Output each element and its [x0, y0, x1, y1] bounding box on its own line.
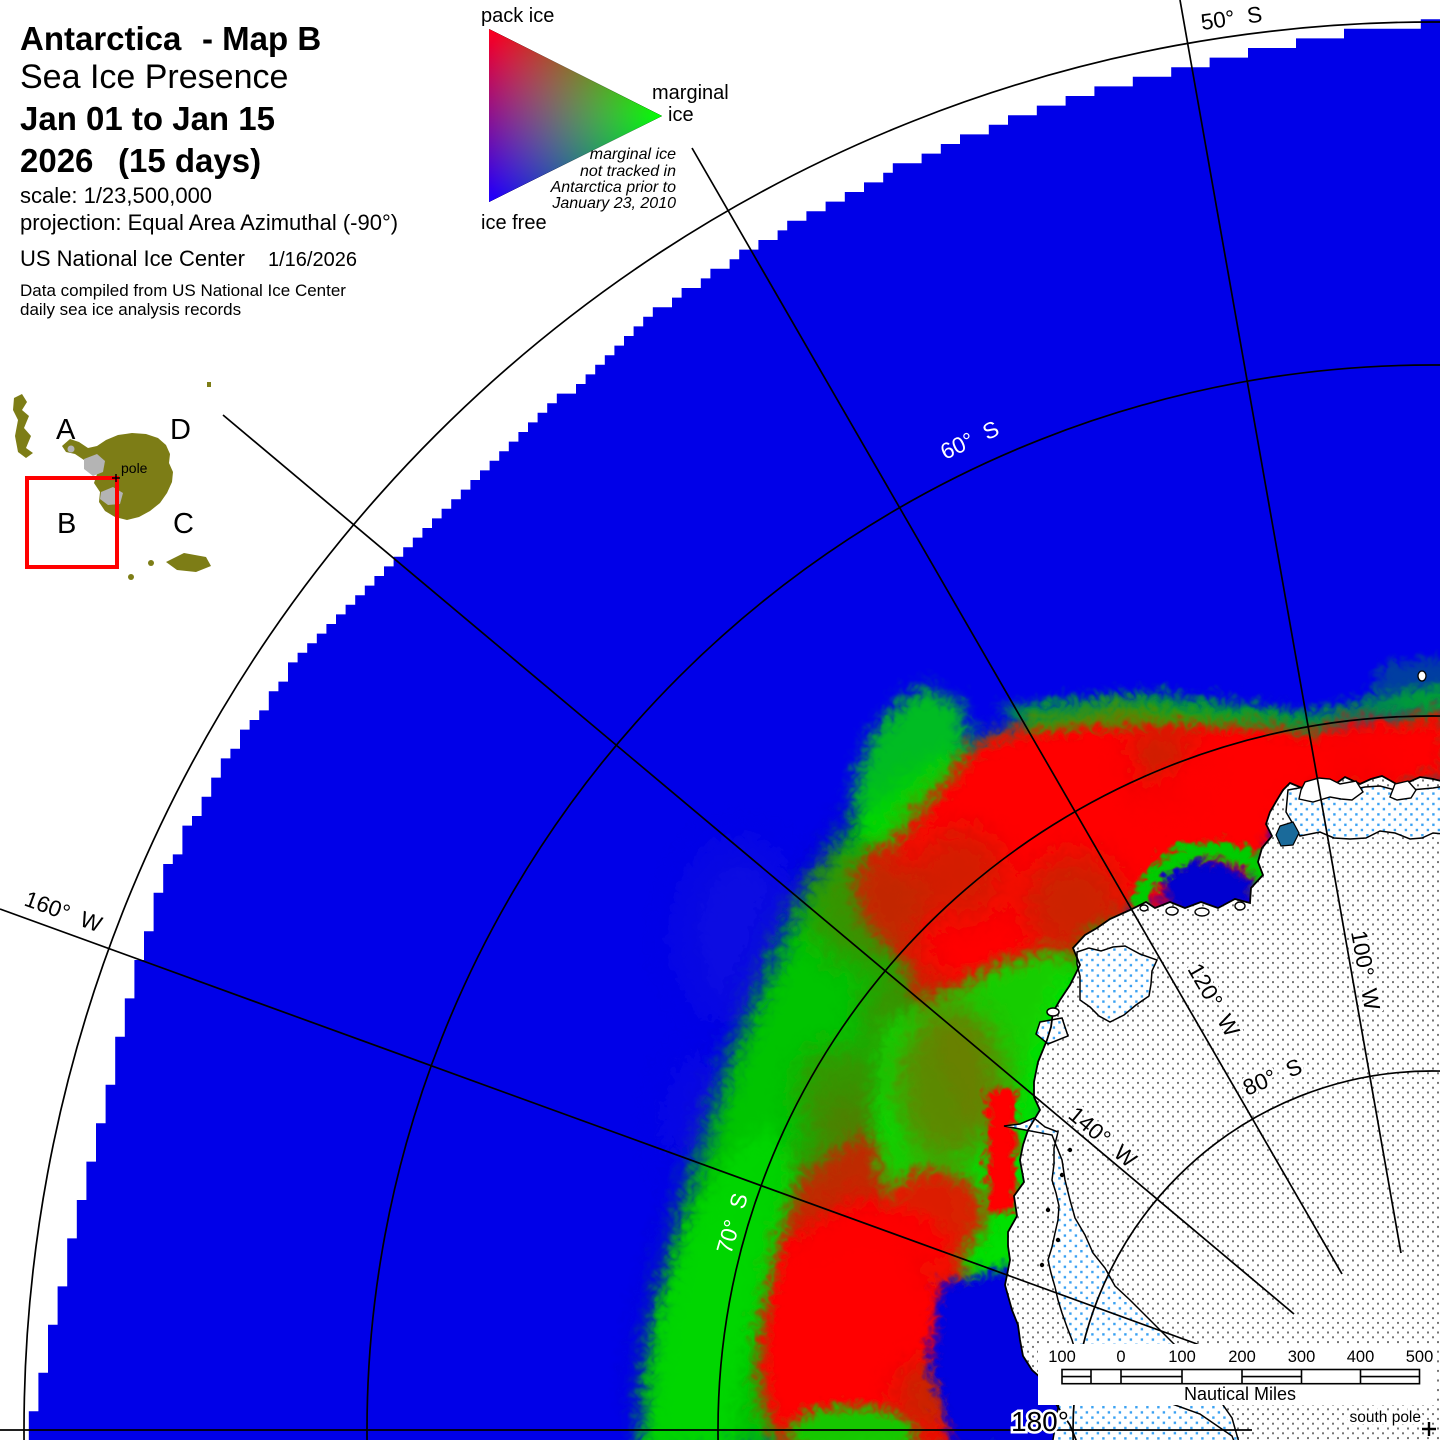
svg-text:daily sea ice analysis records: daily sea ice analysis records — [20, 300, 241, 319]
svg-text:US National Ice Center: US National Ice Center — [20, 246, 245, 271]
svg-text:100: 100 — [1048, 1348, 1076, 1366]
svg-text:C: C — [173, 508, 194, 540]
svg-text:400: 400 — [1347, 1348, 1375, 1366]
svg-text:Nautical Miles: Nautical Miles — [1184, 1384, 1296, 1404]
svg-text:marginal ice: marginal ice — [590, 146, 676, 163]
svg-text:marginal: marginal — [652, 82, 729, 104]
svg-text:ice: ice — [668, 104, 694, 126]
svg-text:Antarctica: Antarctica — [20, 20, 182, 57]
svg-text:scale: 1/23,500,000: scale: 1/23,500,000 — [20, 183, 212, 208]
svg-text:300: 300 — [1288, 1348, 1316, 1366]
svg-text:south pole: south pole — [1349, 1409, 1421, 1426]
svg-text:1/16/2026: 1/16/2026 — [268, 249, 357, 271]
svg-text:500: 500 — [1406, 1348, 1434, 1366]
svg-text:projection: Equal Area Azimuth: projection: Equal Area Azimuthal (-90°) — [20, 210, 398, 235]
svg-text:pack ice: pack ice — [481, 5, 554, 27]
svg-text:B: B — [57, 508, 76, 540]
svg-text:(15 days): (15 days) — [118, 142, 261, 179]
svg-text:January 23, 2010: January 23, 2010 — [551, 195, 676, 212]
svg-text:not tracked in: not tracked in — [580, 163, 676, 180]
svg-text:ice free: ice free — [481, 212, 547, 234]
svg-text:Jan 01 to Jan 15: Jan 01 to Jan 15 — [20, 100, 275, 137]
svg-text:0: 0 — [1116, 1348, 1125, 1366]
svg-text:100: 100 — [1168, 1348, 1196, 1366]
svg-text:Data compiled from US National: Data compiled from US National Ice Cente… — [20, 281, 346, 300]
svg-text:Sea Ice Presence: Sea Ice Presence — [20, 58, 288, 96]
svg-text:Antarctica prior to: Antarctica prior to — [550, 179, 676, 196]
svg-text:200: 200 — [1228, 1348, 1256, 1366]
svg-text:180°: 180° — [1011, 1406, 1069, 1437]
svg-text:2026: 2026 — [20, 142, 93, 179]
svg-text:A: A — [56, 414, 76, 446]
svg-text:- Map B: - Map B — [202, 20, 321, 57]
svg-text:D: D — [170, 414, 191, 446]
svg-text:pole: pole — [121, 460, 148, 476]
